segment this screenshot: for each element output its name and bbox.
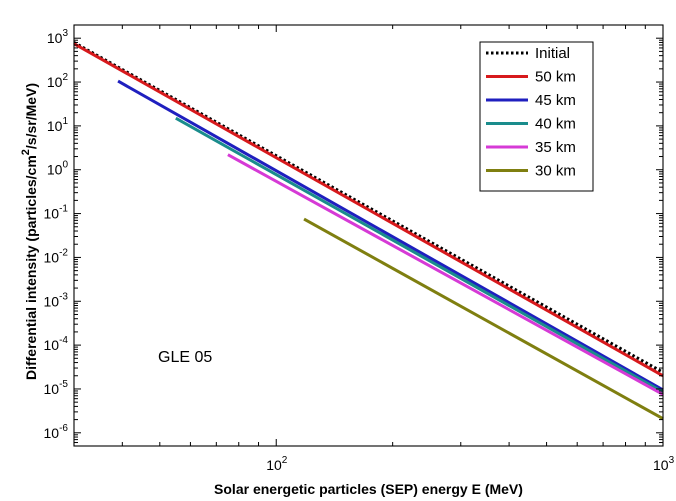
legend-label-45-km: 45 km [535, 92, 576, 109]
y-tick-label: 10-5 [44, 379, 69, 397]
y-tick-label: 10-6 [44, 423, 69, 441]
series-line-45-km [117, 79, 664, 392]
y-tick-label: 101 [47, 116, 69, 134]
y-tick-label: 10-2 [44, 247, 69, 265]
x-axis-title: Solar energetic particles (SEP) energy E… [214, 481, 523, 497]
tick-layer: 102 103 10-6 10-5 10-4 10-3 10-2 10-1 100 101 102 1… [44, 24, 675, 473]
legend-label-50-km: 50 km [535, 69, 576, 86]
y-tick-label: 10-4 [44, 335, 69, 353]
legend-label-40-km: 40 km [535, 116, 576, 133]
annotation-label: GLE 05 [158, 349, 212, 366]
y-tick-label: 100 [47, 160, 69, 178]
legend-box [479, 41, 594, 192]
series-line-40-km [175, 116, 664, 394]
legend-label-30-km: 30 km [535, 163, 576, 180]
y-axis-title: Differential intensity (particles/cm2/s/… [20, 83, 39, 380]
y-axis-title-main: Differential intensity (particles/cm [23, 155, 39, 380]
series-line-30-km [303, 217, 664, 420]
legend: Initial 50 km 45 km 40 km 35 km 30 km [479, 41, 594, 192]
y-axis-title-tail: /s/sr/MeV) [23, 83, 39, 149]
x-tick-label: 103 [653, 455, 675, 473]
y-tick-label: 102 [47, 72, 69, 90]
series-line-50-km [73, 42, 664, 378]
x-tick-label: 102 [266, 455, 288, 473]
legend-label-initial: Initial [535, 45, 570, 62]
y-tick-label: 103 [47, 28, 69, 46]
series-line-35-km [227, 153, 664, 396]
legend-label-35-km: 35 km [535, 139, 576, 156]
y-tick-label: 10-1 [44, 204, 69, 222]
y-tick-label: 10-3 [44, 291, 69, 309]
series-layer [73, 41, 664, 420]
plot-frame [73, 24, 664, 447]
y-axis-title-superscript: 2 [20, 149, 32, 155]
